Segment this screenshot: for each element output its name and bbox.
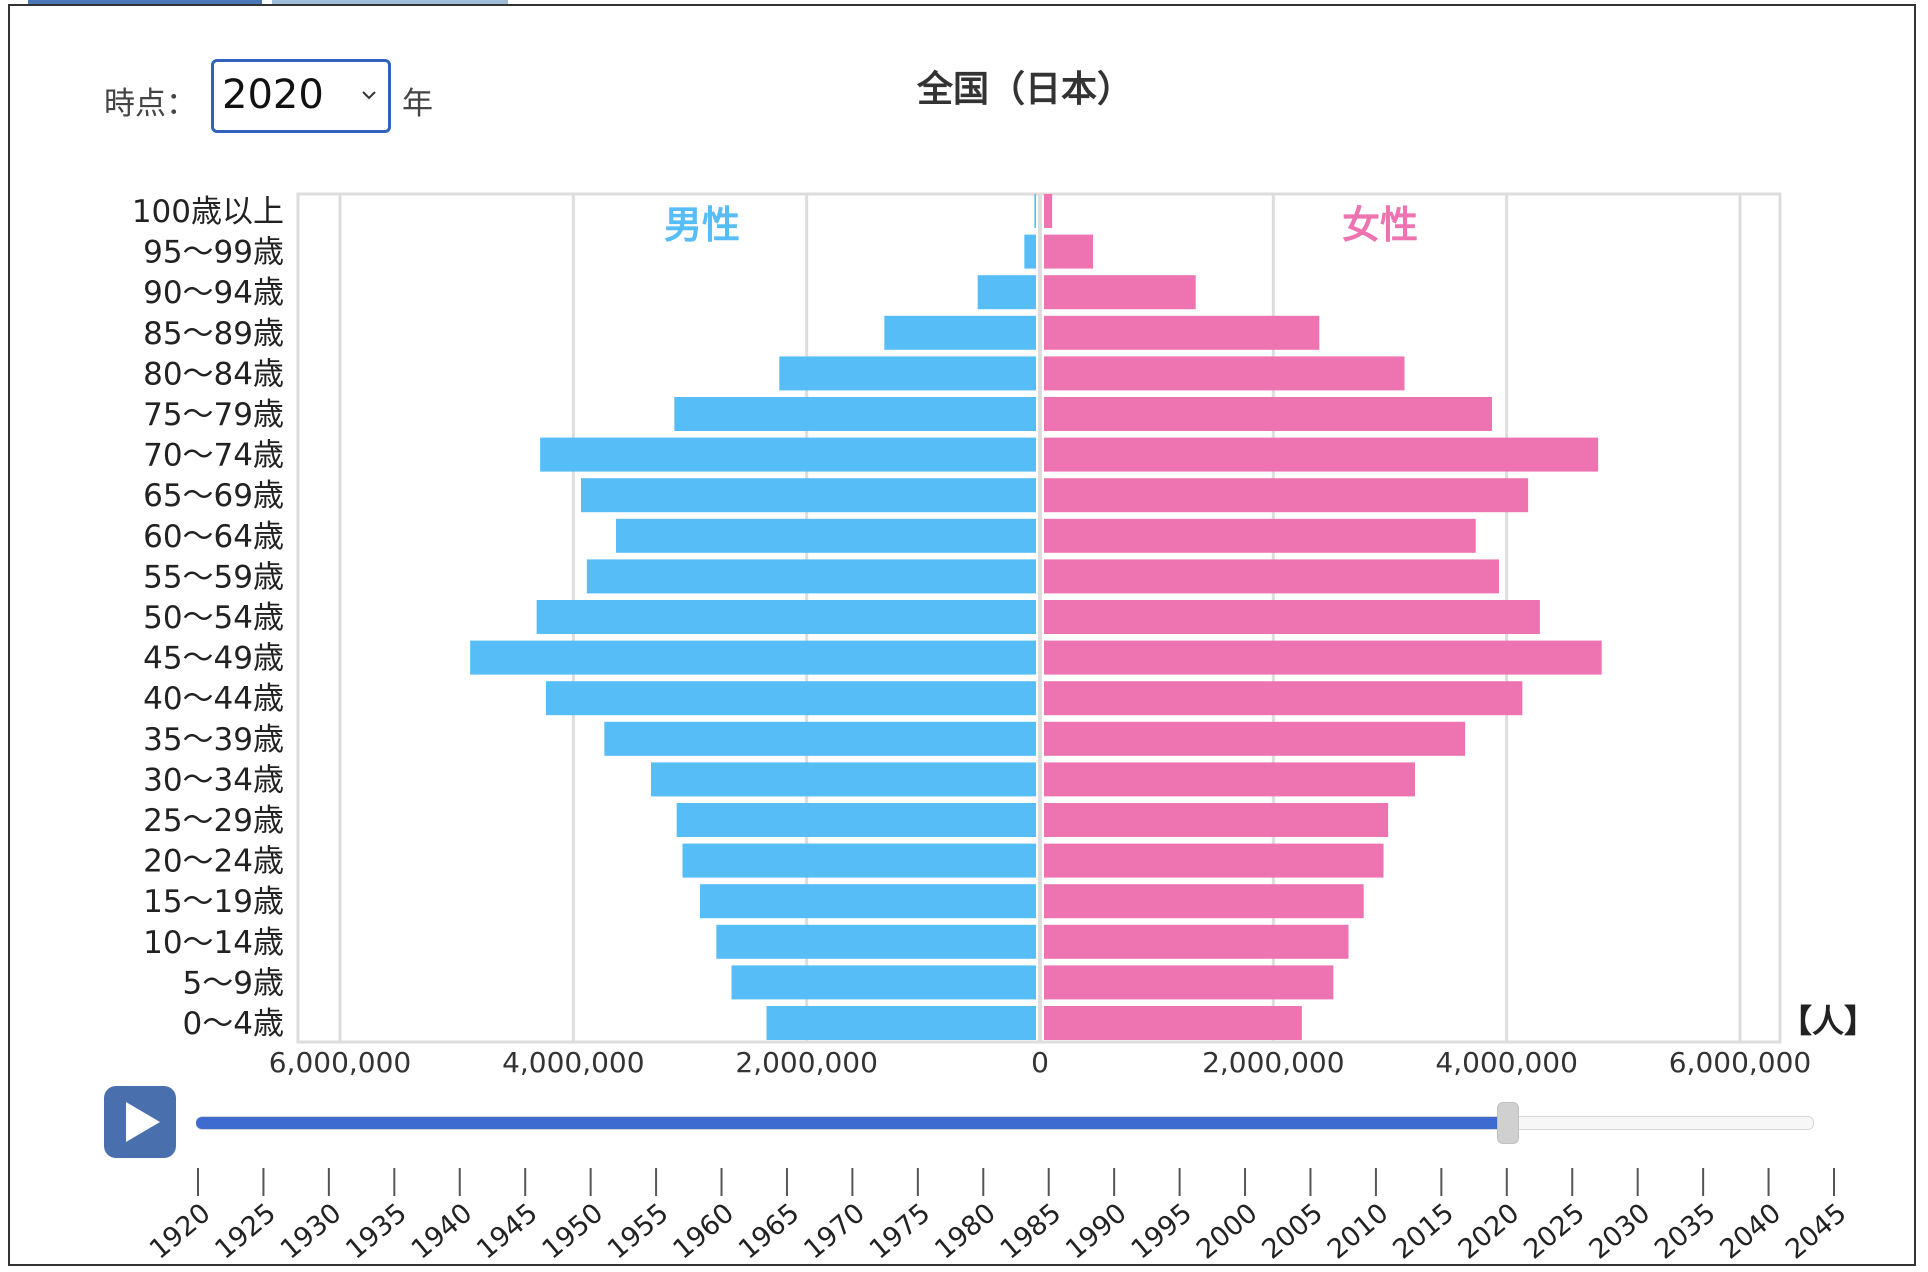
- x-tick-label: 2,000,000: [735, 1046, 878, 1079]
- bar-female: [1044, 965, 1334, 1000]
- x-tick-label: 2,000,000: [1202, 1046, 1345, 1079]
- bar-male: [616, 518, 1036, 553]
- bar-male: [536, 600, 1036, 634]
- year-slider-thumb[interactable]: [1496, 1102, 1519, 1144]
- age-group-label: 55〜59歳: [143, 559, 284, 595]
- bar-female: [1044, 681, 1523, 716]
- age-group-label: 90〜94歳: [143, 275, 284, 311]
- bar-female: [1044, 721, 1466, 756]
- age-group-label: 50〜54歳: [143, 600, 284, 636]
- bar-male: [586, 559, 1036, 594]
- x-tick-label: 6,000,000: [269, 1046, 412, 1079]
- age-group-label: 45〜49歳: [143, 641, 284, 677]
- chart-title: 全国（日本）: [916, 69, 1133, 110]
- bar-female: [1044, 315, 1320, 350]
- x-tick-label: 4,000,000: [1435, 1046, 1578, 1079]
- age-group-label: 95〜99歳: [143, 235, 284, 271]
- play-icon: [126, 1102, 160, 1142]
- bar-male: [977, 275, 1036, 310]
- chevron-down-icon: [362, 91, 376, 100]
- bar-male: [1024, 234, 1036, 269]
- year-select[interactable]: 2020: [211, 59, 391, 133]
- year-unit-label: 年: [402, 86, 433, 122]
- bar-male: [1034, 194, 1036, 228]
- legend-male-label: 男性: [664, 203, 740, 247]
- bar-female: [1044, 1006, 1302, 1040]
- legend-female-label: 女性: [1342, 203, 1418, 247]
- bar-male: [676, 803, 1036, 837]
- age-group-label: 15〜19歳: [143, 884, 284, 920]
- bar-male: [716, 924, 1036, 959]
- age-group-label: 25〜29歳: [143, 803, 284, 839]
- bar-male: [884, 315, 1036, 350]
- bar-female: [1044, 600, 1540, 634]
- bar-male: [651, 762, 1036, 797]
- tab-indicator-2[interactable]: [272, 0, 508, 6]
- age-group-label: 40〜44歳: [143, 681, 284, 717]
- bar-female: [1044, 843, 1384, 878]
- bar-female: [1044, 397, 1492, 431]
- age-group-label: 85〜89歳: [143, 316, 284, 352]
- x-tick-label: 4,000,000: [502, 1046, 645, 1079]
- bar-female: [1044, 640, 1602, 675]
- year-select-value: 2020: [222, 72, 324, 118]
- age-group-label: 65〜69歳: [143, 478, 284, 514]
- bar-female: [1044, 884, 1364, 919]
- age-group-label: 80〜84歳: [143, 356, 284, 392]
- bar-female: [1044, 518, 1476, 553]
- play-button[interactable]: [104, 1086, 176, 1158]
- bar-female: [1044, 762, 1415, 797]
- age-group-label: 10〜14歳: [143, 925, 284, 961]
- bar-female: [1044, 356, 1405, 391]
- bar-male: [581, 478, 1036, 513]
- bar-male: [546, 681, 1036, 716]
- age-group-label: 70〜74歳: [143, 438, 284, 474]
- age-group-label: 5〜9歳: [183, 965, 284, 1001]
- age-group-label: 60〜64歳: [143, 519, 284, 555]
- bar-male: [700, 884, 1036, 919]
- bar-female: [1044, 559, 1499, 594]
- age-group-label: 35〜39歳: [143, 722, 284, 758]
- bar-female: [1044, 437, 1599, 472]
- bar-male: [540, 437, 1036, 472]
- bar-male: [604, 721, 1036, 756]
- age-group-label: 75〜79歳: [143, 397, 284, 433]
- year-slider-fill: [196, 1117, 1507, 1129]
- time-label: 時点：: [104, 86, 197, 122]
- age-group-label: 30〜34歳: [143, 762, 284, 798]
- bar-female: [1044, 803, 1389, 837]
- bar-female: [1044, 234, 1093, 269]
- x-tick-label: 0: [1031, 1046, 1049, 1079]
- bar-female: [1044, 275, 1196, 310]
- age-group-label: 0〜4歳: [183, 1006, 284, 1042]
- unit-label: 【人】: [1780, 1002, 1876, 1040]
- bar-male: [470, 640, 1037, 675]
- tab-indicator-1[interactable]: [28, 0, 262, 6]
- bar-male: [731, 965, 1036, 1000]
- x-tick-label: 6,000,000: [1669, 1046, 1812, 1079]
- age-group-label: 20〜24歳: [143, 844, 284, 880]
- bar-male: [779, 356, 1036, 391]
- population-pyramid-chart: 6,000,000 4,000,000 2,000,000 0 2,000,000 4,0…: [132, 192, 1876, 1079]
- bar-male: [682, 843, 1036, 878]
- chart-frame: [8, 4, 1916, 1266]
- bar-male: [766, 1006, 1036, 1040]
- bar-female: [1044, 478, 1529, 513]
- bar-male: [674, 397, 1036, 431]
- age-group-label: 100歳以上: [132, 194, 284, 230]
- bar-female: [1044, 194, 1053, 228]
- bar-female: [1044, 924, 1349, 959]
